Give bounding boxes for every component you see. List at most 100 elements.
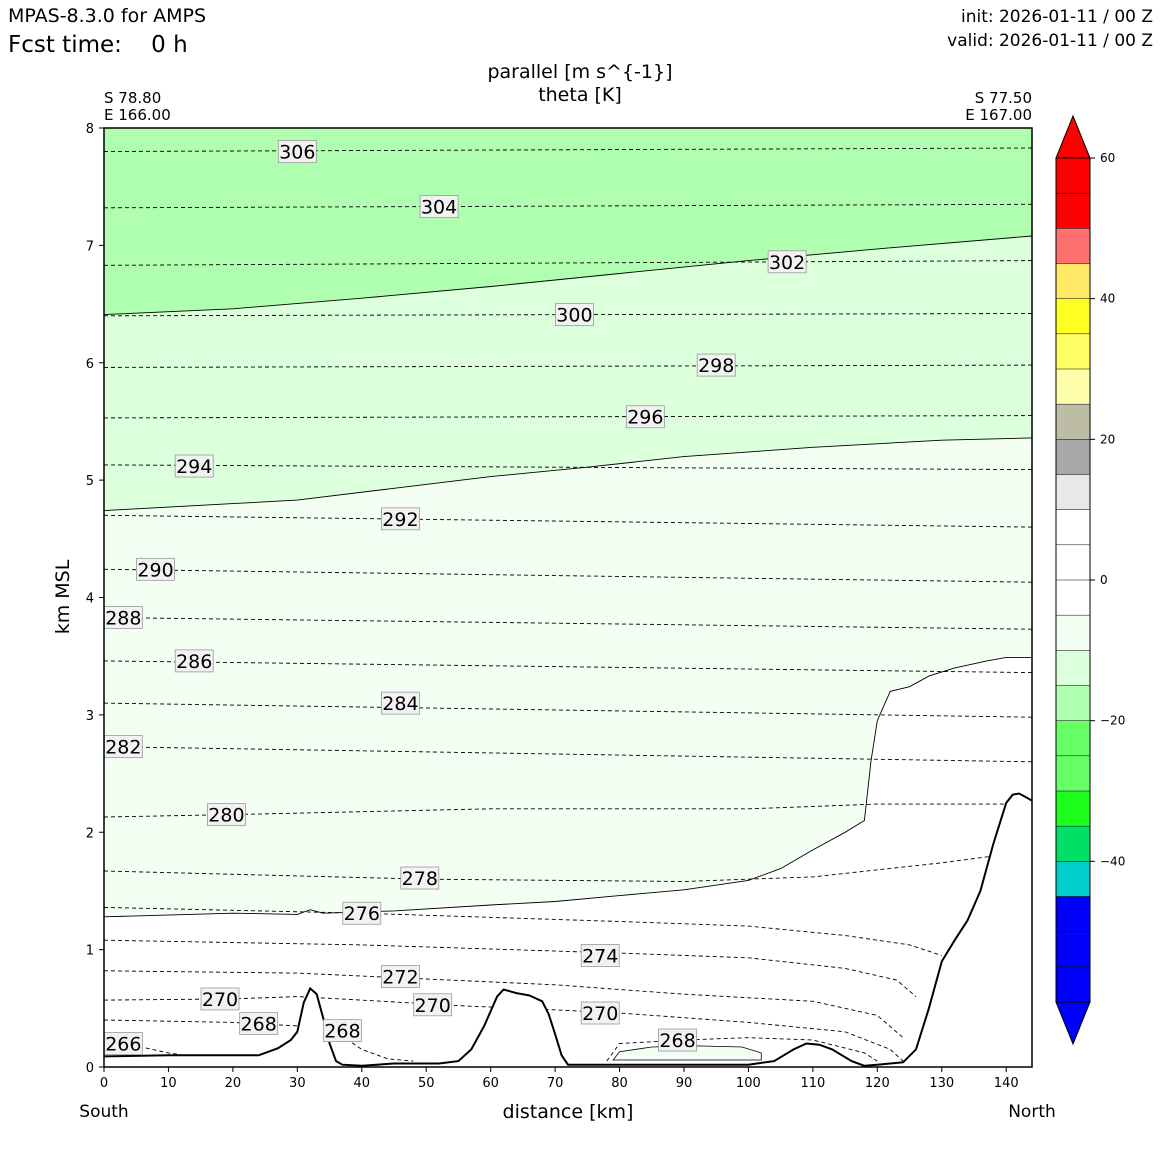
chart-title-1: parallel [m s^{-1}] [487,61,672,83]
colorbar-band-18 [1056,333,1090,369]
x-tick-label-70: 70 [547,1076,564,1091]
colorbar-band-over [1056,158,1090,194]
fill-band-top [104,128,1032,315]
colorbar-band-13 [1056,509,1090,545]
fill-boundary-2 [104,437,1032,512]
theta-label-box-15 [400,866,440,890]
colorbar-tick-label-40: 40 [1100,292,1115,306]
x-tick-label-50: 50 [418,1076,435,1091]
colorbar-band-11 [1056,580,1090,616]
theta-label-2: 304 [421,197,457,219]
plot-content [104,128,1032,1067]
colorbar-band-6 [1056,755,1090,791]
theta-label-box-24 [658,1028,697,1052]
x-tick-label-30: 30 [289,1076,306,1091]
theta-line-3 [104,260,1032,266]
colorbar-band-21 [1056,228,1090,264]
theta-label-box-7 [174,454,214,478]
x-tick-label-40: 40 [354,1076,371,1091]
colorbar-band-17 [1056,369,1090,405]
theta-label-box-22 [239,1012,279,1035]
theta-label-8: 292 [382,509,418,531]
theta-label-box-1 [277,140,317,163]
theta-label-box-19 [200,987,240,1011]
theta-line-7 [104,464,1032,471]
y-tick-label-2: 2 [86,826,94,841]
theta-label-24: 268 [659,1030,695,1052]
colorbar-over-triangle [1055,114,1091,159]
y-tick-label-6: 6 [86,357,94,372]
theta-label-box-8 [381,507,420,531]
colorbar-under-triangle [1055,1001,1091,1046]
fill-band-3 [104,437,1032,917]
theta-line-17 [104,939,917,997]
colorbar-band-15 [1056,439,1090,475]
colorbar-band-4 [1056,826,1090,862]
theta-label-14: 280 [208,805,244,827]
colorbar-band-20 [1056,263,1090,299]
y-axis-label: km MSL [52,559,74,634]
colorbar-tick-label-0: 0 [1100,573,1108,587]
theta-label-20: 270 [415,995,451,1017]
theta-label-box-5 [696,353,736,377]
theta-label-box-2 [419,195,459,219]
x-tick-label-60: 60 [482,1076,499,1091]
theta-label-11: 286 [176,651,212,673]
x-tick-label-90: 90 [676,1076,693,1091]
x-tick-label-140: 140 [994,1076,1019,1091]
theta-label-7: 294 [176,456,212,478]
colorbar-band-2 [1056,896,1090,932]
theta-line-18 [104,970,904,1039]
theta-label-12: 284 [382,693,418,715]
theta-label-23: 268 [324,1021,360,1043]
colorbar-band-1 [1056,931,1090,967]
right-direction: North [1008,1102,1056,1122]
theta-label-1: 306 [279,141,315,163]
colorbar-tick-label--20: −20 [1100,714,1125,728]
colorbar-band-5 [1056,791,1090,827]
theta-label-17: 274 [582,945,618,967]
fill-band-2 [104,236,1032,511]
right-lat: S 77.50 [975,89,1032,107]
theta-line-1 [104,147,1032,152]
theta-label-3: 302 [769,252,805,274]
y-tick-label-3: 3 [86,709,94,724]
theta-label-box-11 [174,649,214,673]
theta-label-box-17 [580,944,620,967]
theta-label-box-14 [207,803,246,827]
theta-label-5: 298 [698,355,734,377]
terrain-fill [104,793,1032,1067]
colorbar-band-under [1056,966,1090,1002]
colorbar-tick-label-60: 60 [1100,151,1115,165]
small-contour [612,1045,762,1061]
x-tick-label-120: 120 [865,1076,890,1091]
theta-label-9: 290 [137,559,173,581]
valid-time: valid: 2026-01-11 / 00 Z [947,31,1153,51]
theta-label-16: 276 [344,903,380,925]
theta-line-8 [104,514,1032,528]
theta-line-10 [104,617,1032,630]
right-lon: E 167.00 [965,106,1032,124]
terrain-line [104,792,1032,1067]
theta-line-19 [104,996,904,1062]
theta-label-box-9 [136,557,175,581]
theta-label-box-20 [413,993,453,1017]
theta-line-24 [606,1037,878,1062]
colorbar-band-10 [1056,615,1090,651]
x-tick-label-20: 20 [225,1076,242,1091]
x-tick-label-10: 10 [160,1076,177,1091]
colorbar-band-19 [1056,298,1090,334]
theta-label-15: 278 [402,868,438,890]
colorbar-band-8 [1056,685,1090,721]
theta-label-box-21 [580,1001,620,1025]
y-tick-label-8: 8 [86,122,94,137]
theta-line-9 [104,568,1032,583]
theta-label-box-12 [381,691,420,715]
chart-title-2: theta [K] [538,84,622,106]
y-tick-label-0: 0 [86,1061,94,1076]
colorbar-band-9 [1056,650,1090,686]
colorbar-band-3 [1056,861,1090,897]
theta-line-13 [104,746,1032,763]
left-lon: E 166.00 [104,106,171,124]
